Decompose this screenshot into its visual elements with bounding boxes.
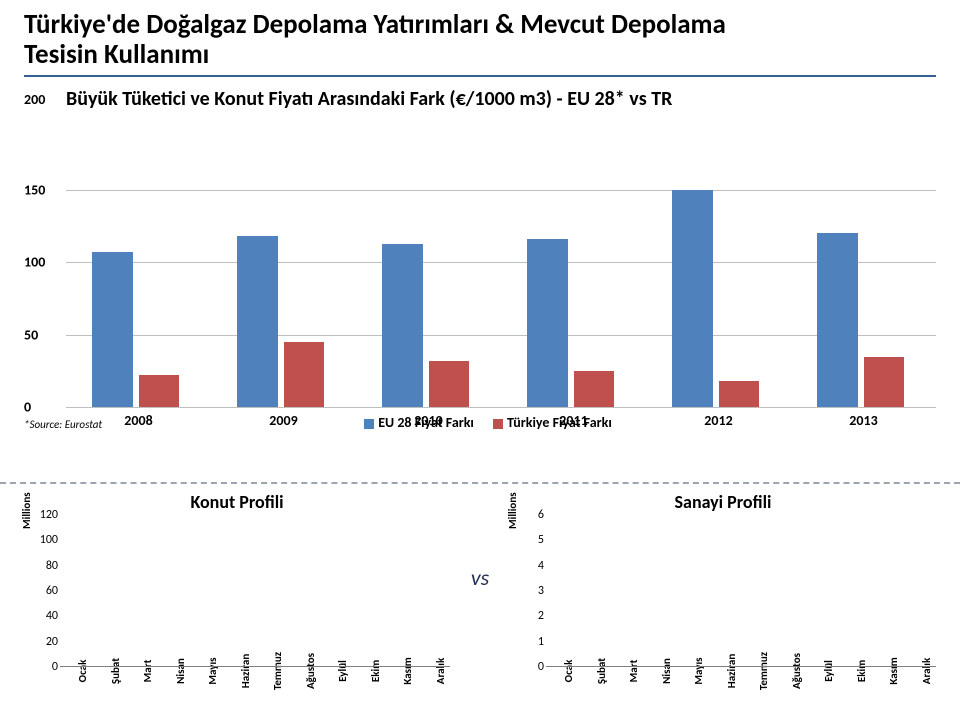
x-month: Ekim xyxy=(369,660,382,682)
ytick: 60 xyxy=(46,584,58,598)
konut-ylabel: Millions xyxy=(20,492,33,529)
subtitle-row: 200 Büyük Tüketici ve Konut Fiyatı Arası… xyxy=(24,87,936,111)
x-month: Temmuz xyxy=(757,652,770,690)
bar-group: 2011 xyxy=(501,117,646,407)
x-month: Ekim xyxy=(855,660,868,682)
x-month: Nisan xyxy=(174,658,187,684)
bar-tr xyxy=(429,361,470,407)
ytick: 20 xyxy=(46,635,58,649)
bar-tr xyxy=(864,357,905,408)
bar-tr xyxy=(574,371,615,407)
x-month: Temmuz xyxy=(271,652,284,690)
x-month: Eylül xyxy=(336,660,349,682)
x-month: Ağustos xyxy=(304,653,317,689)
konut-yaxis: Millions 020406080100120 xyxy=(24,515,60,667)
x-month: Mart xyxy=(627,660,640,683)
page: Türkiye'de Doğalgaz Depolama Yatırımları… xyxy=(0,0,960,723)
bar-tr xyxy=(284,342,325,407)
ytick: 0 xyxy=(24,399,64,416)
page-title: Türkiye'de Doğalgaz Depolama Yatırımları… xyxy=(24,10,936,69)
ytick: 6 xyxy=(538,508,544,522)
x-month: Aralık xyxy=(920,658,933,684)
ytick: 0 xyxy=(52,660,58,674)
sanayi-ylabel: Millions xyxy=(506,492,519,529)
ytick: 5 xyxy=(538,533,544,547)
x-month: Aralık xyxy=(434,658,447,684)
title-rule xyxy=(24,75,936,77)
ytick: 40 xyxy=(46,609,58,623)
bar-eu xyxy=(527,239,568,407)
ytick: 100 xyxy=(40,533,58,547)
x-month: Mayıs xyxy=(206,657,219,684)
bar-eu xyxy=(817,233,858,407)
ytick: 1 xyxy=(538,635,544,649)
bar-eu xyxy=(382,244,423,408)
bar-group: 2008 xyxy=(66,117,211,407)
ytick: 0 xyxy=(538,660,544,674)
x-month: Haziran xyxy=(725,654,738,688)
baseline xyxy=(546,666,936,667)
ytick: 3 xyxy=(538,584,544,598)
ytick: 100 xyxy=(24,254,64,271)
konut-chart: Konut Profili Millions 020406080100120 O… xyxy=(24,491,450,723)
bar-eu xyxy=(672,190,713,408)
x-month: Şubat xyxy=(595,658,608,684)
ytick: 150 xyxy=(24,181,64,198)
x-month: Nisan xyxy=(660,658,673,684)
ytick-200: 200 xyxy=(24,91,66,108)
ytick: 80 xyxy=(46,559,58,573)
ytick: 120 xyxy=(40,508,58,522)
main-plot: 200820092010201120122013 xyxy=(66,117,936,407)
x-month: Mart xyxy=(141,660,154,683)
x-month: Kasım xyxy=(401,657,414,684)
bar-eu xyxy=(92,252,133,407)
bar-group: 2009 xyxy=(211,117,356,407)
bar-group: 2013 xyxy=(791,117,936,407)
ytick: 4 xyxy=(538,559,544,573)
bar-group: 2012 xyxy=(646,117,791,407)
bar-groups: 200820092010201120122013 xyxy=(66,117,936,407)
bar-eu xyxy=(237,236,278,407)
legend-swatch-eu xyxy=(364,419,374,429)
ytick: 50 xyxy=(24,326,64,343)
sanayi-chart: Sanayi Profili Millions 0123456 OcakŞuba… xyxy=(510,491,936,723)
x-month: Eylül xyxy=(822,660,835,682)
vs-label: vs xyxy=(450,491,510,723)
bar-tr xyxy=(719,381,760,407)
x-month: Ocak xyxy=(562,660,575,683)
x-month: Ocak xyxy=(76,660,89,683)
baseline xyxy=(60,666,450,667)
main-chart: 050100150 200820092010201120122013 *Sour… xyxy=(24,117,936,433)
bottom-row: Konut Profili Millions 020406080100120 O… xyxy=(0,491,960,723)
ytick: 2 xyxy=(538,609,544,623)
chart-subtitle: Büyük Tüketici ve Konut Fiyatı Arasındak… xyxy=(66,87,672,111)
x-month: Mayıs xyxy=(692,657,705,684)
konut-plot: OcakŞubatMartNisanMayısHaziranTemmuzAğus… xyxy=(60,515,450,667)
legend-swatch-tr xyxy=(493,419,503,429)
dashed-divider xyxy=(0,482,960,484)
legend: EU 28 Fiyat Farkı Türkiye Fiyat Farkı xyxy=(24,414,936,431)
x-month: Ağustos xyxy=(790,653,803,689)
sanayi-yaxis: Millions 0123456 xyxy=(510,515,546,667)
konut-title: Konut Profili xyxy=(24,491,450,515)
bar-group: 2010 xyxy=(356,117,501,407)
sanayi-title: Sanayi Profili xyxy=(510,491,936,515)
x-month: Kasım xyxy=(887,657,900,684)
sanayi-plot: OcakŞubatMartNisanMayısHaziranTemmuzAğus… xyxy=(546,515,936,667)
x-month: Haziran xyxy=(239,654,252,688)
gridline xyxy=(66,407,936,408)
bar-tr xyxy=(139,375,180,407)
x-month: Şubat xyxy=(109,658,122,684)
